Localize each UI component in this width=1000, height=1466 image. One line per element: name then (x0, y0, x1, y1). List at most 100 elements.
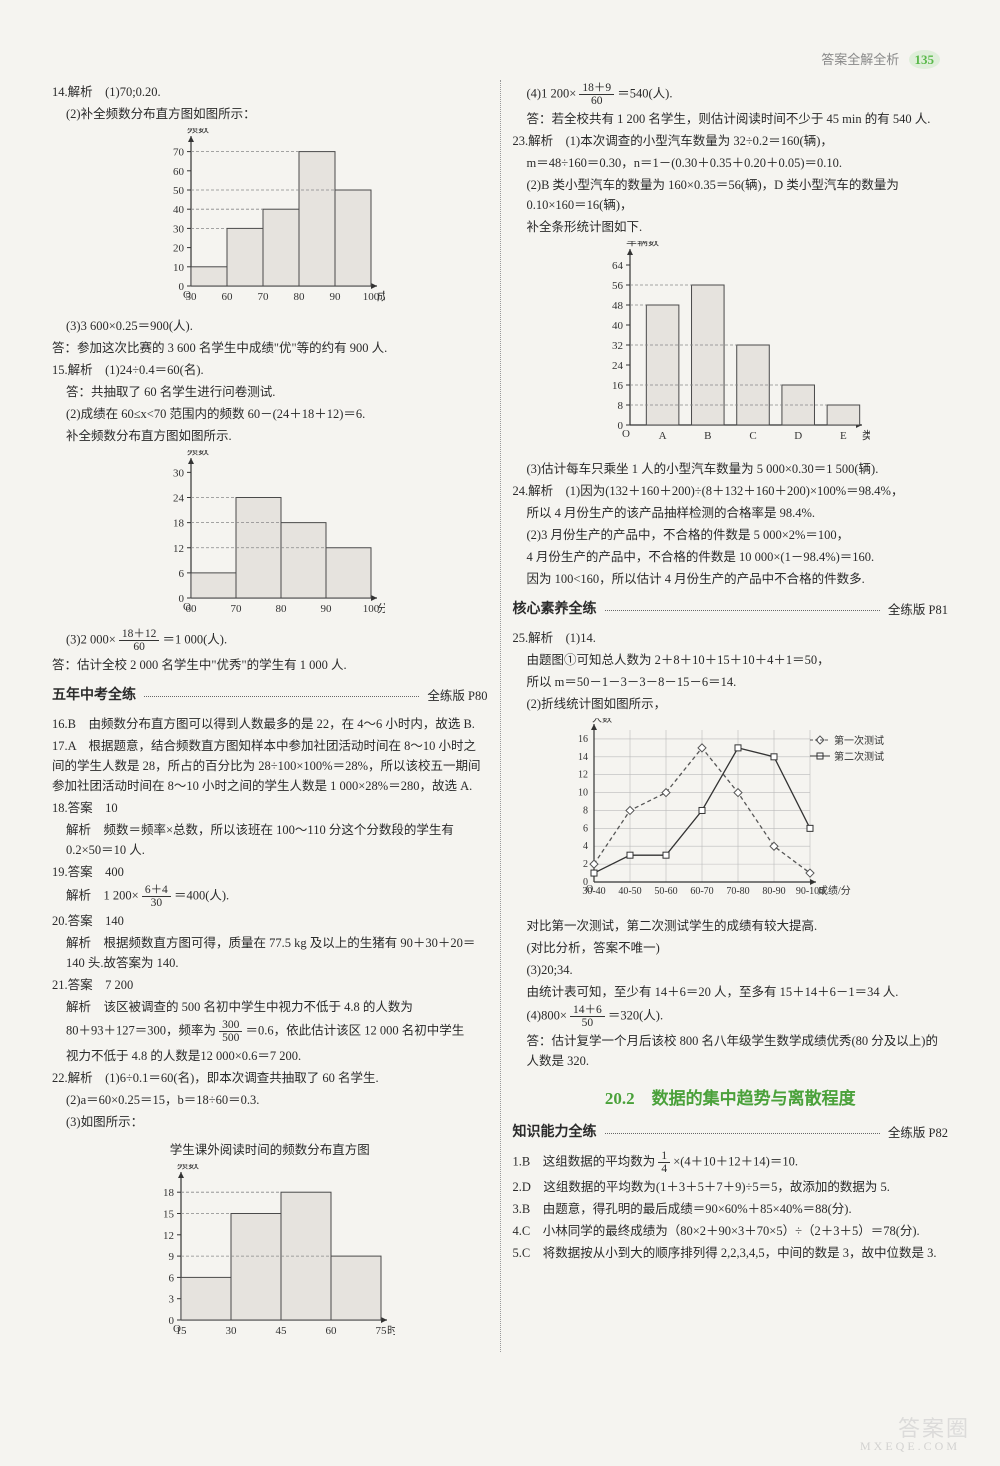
left-column: 14.解析 (1)70;0.20. (2)补全频数分布直方图如图所示： 0102… (40, 80, 501, 1352)
svg-text:8: 8 (583, 805, 588, 816)
svg-text:3: 3 (168, 1293, 174, 1305)
q15-l2: (2)成绩在 60≤x<70 范围内的频数 60－(24＋18＋12)＝6. (52, 404, 488, 424)
svg-text:C: C (750, 430, 757, 442)
q24-head: 24.解析 (1)因为(132＋160＋200)÷(8＋132＋160＋200)… (513, 481, 949, 501)
svg-text:频数: 频数 (177, 1164, 199, 1171)
k2: 2.D 这组数据的平均数为(1＋3＋5＋7＋9)÷5＝5，故添加的数据为 5. (513, 1177, 949, 1197)
q24-l3: 4 月份生产的产品中，不合格的件数是 10 000×(1－98.4%)＝160. (513, 547, 949, 567)
q22-l2: (2)a＝60×0.25＝15，b＝18÷60＝0.3. (52, 1090, 488, 1110)
svg-text:64: 64 (612, 260, 624, 272)
q17: 17.A 根据题意，结合频数直方图知样本中参加社团活动时间在 8～10 小时之间… (52, 736, 488, 796)
svg-text:24: 24 (612, 360, 624, 372)
svg-text:70-80: 70-80 (727, 886, 750, 897)
svg-text:80: 80 (293, 291, 305, 303)
section-know-title: 知识能力全练 (513, 1122, 597, 1144)
q25-frac: 14＋650 (570, 1004, 605, 1029)
svg-text:18: 18 (163, 1187, 175, 1199)
svg-text:70: 70 (230, 603, 242, 615)
q20-ex: 解析 根据频数直方图可得，质量在 77.5 kg 及以上的生猪有 90＋30＋2… (52, 933, 488, 973)
q25-calc: (4)800× 14＋650 ＝320(人). (513, 1004, 949, 1029)
dots3 (605, 1133, 880, 1134)
svg-text:50: 50 (173, 185, 185, 197)
svg-text:2: 2 (583, 859, 588, 870)
dots (144, 696, 419, 697)
svg-text:频数: 频数 (187, 128, 209, 135)
q22c-calc: (4)1 200× 18＋960 ＝540(人). (513, 82, 949, 107)
q21-l2: 80＋93＋127＝300，频率为 300500 ＝0.6，依此估计该区 12 … (52, 1019, 488, 1044)
section-know: 知识能力全练 全练版 P82 (513, 1122, 949, 1144)
svg-text:90: 90 (320, 603, 332, 615)
svg-text:20: 20 (173, 243, 185, 255)
svg-text:16: 16 (578, 733, 588, 744)
svg-text:分数: 分数 (377, 602, 385, 615)
q21-l3: 视力不低于 4.8 的人数是12 000×0.6＝7 200. (52, 1046, 488, 1066)
q24-l4: 因为 100<160，所以估计 4 月份生产的产品中不合格的件数多. (513, 569, 949, 589)
svg-text:O: O (586, 884, 593, 895)
svg-text:40-50: 40-50 (619, 886, 642, 897)
q22-l3: (3)如图所示： (52, 1112, 488, 1132)
q22-cap: 学生课外阅读时间的频数分布直方图 (52, 1140, 488, 1160)
svg-text:9: 9 (168, 1251, 174, 1263)
q23-l3: 补全条形统计图如下. (513, 217, 949, 237)
svg-text:4: 4 (583, 841, 588, 852)
svg-text:时间/min: 时间/min (387, 1324, 395, 1337)
svg-text:D: D (794, 430, 802, 442)
q14-ans: 答：参加这次比赛的 3 600 名学生中成绩"优"等的约有 900 人. (52, 338, 488, 358)
dots2 (605, 610, 880, 611)
q21-l1: 解析 该区被调查的 500 名初中学生中视力不低于 4.8 的人数为 (52, 997, 488, 1017)
svg-text:频数: 频数 (187, 450, 209, 457)
svg-text:O: O (622, 428, 630, 440)
k1-frac: 14 (658, 1150, 670, 1175)
svg-text:14: 14 (578, 751, 588, 762)
section-know-page: 全练版 P82 (888, 1123, 948, 1143)
q23-head: 23.解析 (1)本次调查的小型汽车数量为 32÷0.2＝160(辆)， (513, 131, 949, 151)
svg-text:16: 16 (612, 380, 624, 392)
svg-text:人数: 人数 (592, 718, 612, 725)
svg-text:48: 48 (612, 300, 624, 312)
q24-l2: (2)3 月份生产的产品中，不合格的件数是 5 000×2%＝100， (513, 525, 949, 545)
q21-head: 21.答案 7 200 (52, 975, 488, 995)
q14-l3: (3)3 600×0.25＝900(人). (52, 316, 488, 336)
q15-ans: 答：估计全校 2 000 名学生中"优秀"的学生有 1 000 人. (52, 655, 488, 675)
q19-frac: 6＋430 (142, 884, 171, 909)
svg-text:15: 15 (163, 1208, 175, 1220)
svg-text:6: 6 (178, 568, 184, 580)
svg-text:E: E (840, 430, 847, 442)
svg-text:A: A (659, 430, 667, 442)
q19-ex: 解析 1 200× 6＋430 ＝400(人). (52, 884, 488, 909)
svg-text:60: 60 (325, 1325, 337, 1337)
q19-pre: 解析 1 200× (66, 888, 139, 902)
q25-ans: 答：估计复学一个月后该校 800 名八年级学生数学成绩优秀(80 分及以上)的人… (513, 1031, 949, 1071)
svg-text:类别: 类别 (862, 428, 870, 442)
svg-text:50-60: 50-60 (655, 886, 678, 897)
svg-text:12: 12 (163, 1230, 174, 1242)
watermark-small: MXEQE.COM (860, 1437, 960, 1456)
q14-sub: (2)补全频数分布直方图如图所示： (52, 104, 488, 124)
svg-text:B: B (704, 430, 711, 442)
header-text: 答案全解全析 (821, 52, 899, 67)
svg-text:10: 10 (578, 787, 588, 798)
q25-l7: 由统计表可知，至少有 14＋6＝20 人，至多有 15＋14＋6－1＝34 人. (513, 982, 949, 1002)
q15-l1: 答：共抽取了 60 名学生进行问卷测试. (52, 382, 488, 402)
page-header: 答案全解全析 135 (821, 50, 940, 71)
svg-text:60: 60 (221, 291, 233, 303)
q25-l6: (3)20;34. (513, 960, 949, 980)
q21-frac: 300500 (219, 1019, 242, 1044)
q14-chart: 0102030405060705060708090100频数成绩/分O (52, 128, 488, 308)
q22c-post: ＝540(人). (617, 86, 672, 100)
q15-calc: (3)2 000× 18＋1260 ＝1 000(人). (52, 628, 488, 653)
svg-text:24: 24 (173, 493, 185, 505)
chapter-title: 20.2 数据的集中趋势与离散程度 (513, 1085, 949, 1112)
svg-text:O: O (183, 289, 191, 301)
q22-chart: 03691215181530456075频数时间/minO (52, 1164, 488, 1344)
q16: 16.B 由频数分布直方图可以得到人数最多的是 22，在 4～6 小时内，故选 … (52, 714, 488, 734)
q14-head: 14.解析 (1)70;0.20. (52, 82, 488, 102)
right-column: (4)1 200× 18＋960 ＝540(人). 答：若全校共有 1 200 … (501, 80, 961, 1352)
q15-calc-pre: (3)2 000× (66, 632, 116, 646)
q23-chart: 0816243240485664ABCDE车辆数类别O (513, 241, 949, 451)
svg-text:8: 8 (618, 400, 624, 412)
svg-text:10: 10 (173, 262, 185, 274)
k1-post: ×(4＋10＋12＋14)＝10. (673, 1155, 798, 1169)
svg-text:45: 45 (275, 1325, 287, 1337)
columns: 14.解析 (1)70;0.20. (2)补全频数分布直方图如图所示： 0102… (0, 0, 1000, 1392)
